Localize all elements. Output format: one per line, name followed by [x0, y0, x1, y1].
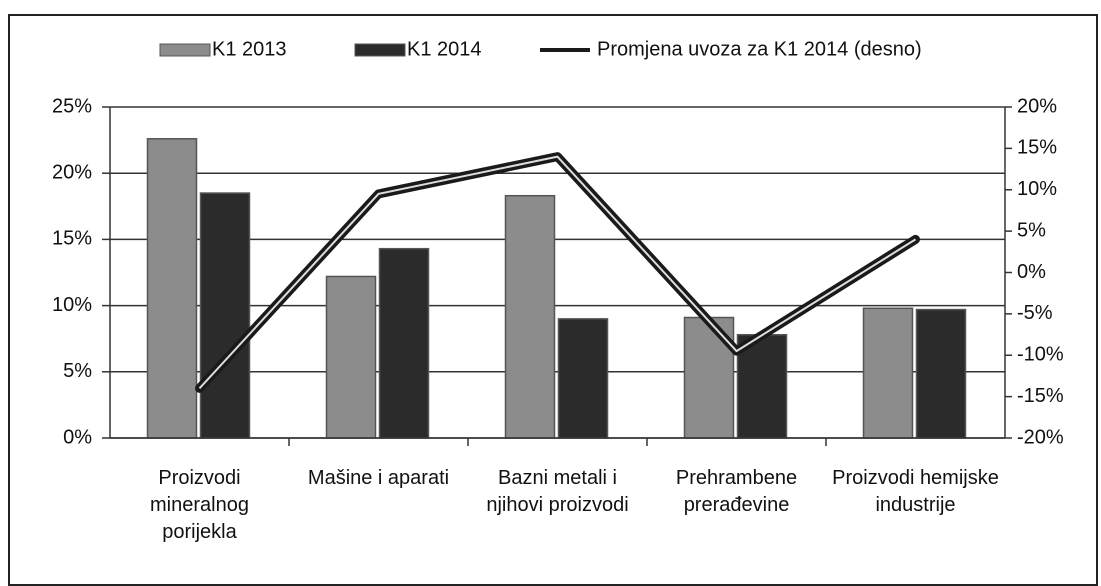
y2-tick-label: 15% — [1017, 137, 1057, 159]
bar — [199, 192, 251, 439]
x-tick-label: Proizvodi mineralnog porijekla — [150, 467, 249, 543]
bar — [862, 307, 914, 439]
bar — [325, 275, 377, 439]
legend-label: K1 2014 — [407, 38, 482, 60]
y2-tick-label: 10% — [1017, 178, 1057, 200]
bar — [736, 333, 788, 439]
x-tick-label: Proizvodi hemijske industrije — [832, 467, 999, 516]
y2-tick-label: 5% — [1017, 219, 1046, 241]
legend-label: K1 2013 — [212, 38, 287, 60]
x-tick-label: Bazni metali i njihovi proizvodi — [486, 467, 629, 516]
y-tick-label: 10% — [52, 294, 92, 316]
bar — [557, 318, 609, 439]
legend-label: Promjena uvoza za K1 2014 (desno) — [597, 38, 922, 60]
y2-tick-label: -15% — [1017, 385, 1064, 407]
y-tick-label: 20% — [52, 161, 92, 183]
bar — [146, 138, 198, 439]
legend-swatch — [354, 43, 406, 57]
y-tick-label: 15% — [52, 228, 92, 250]
chart-frame — [8, 14, 1098, 586]
y2-tick-label: -20% — [1017, 426, 1064, 448]
bar — [504, 194, 556, 439]
y2-tick-label: 20% — [1017, 95, 1057, 117]
legend-swatch — [159, 43, 211, 57]
x-tick-label: Prehrambene prerađevine — [675, 467, 798, 516]
bar — [378, 247, 430, 439]
y-tick-label: 5% — [63, 360, 92, 382]
y-tick-label: 0% — [63, 426, 92, 448]
y2-tick-label: -5% — [1017, 302, 1053, 324]
y-tick-label: 25% — [52, 95, 92, 117]
y2-tick-label: 0% — [1017, 261, 1046, 283]
bar — [915, 308, 967, 439]
x-tick-label: Mašine i aparati — [307, 467, 450, 489]
y2-tick-label: -10% — [1017, 344, 1064, 366]
line-series-highlight — [198, 155, 917, 390]
